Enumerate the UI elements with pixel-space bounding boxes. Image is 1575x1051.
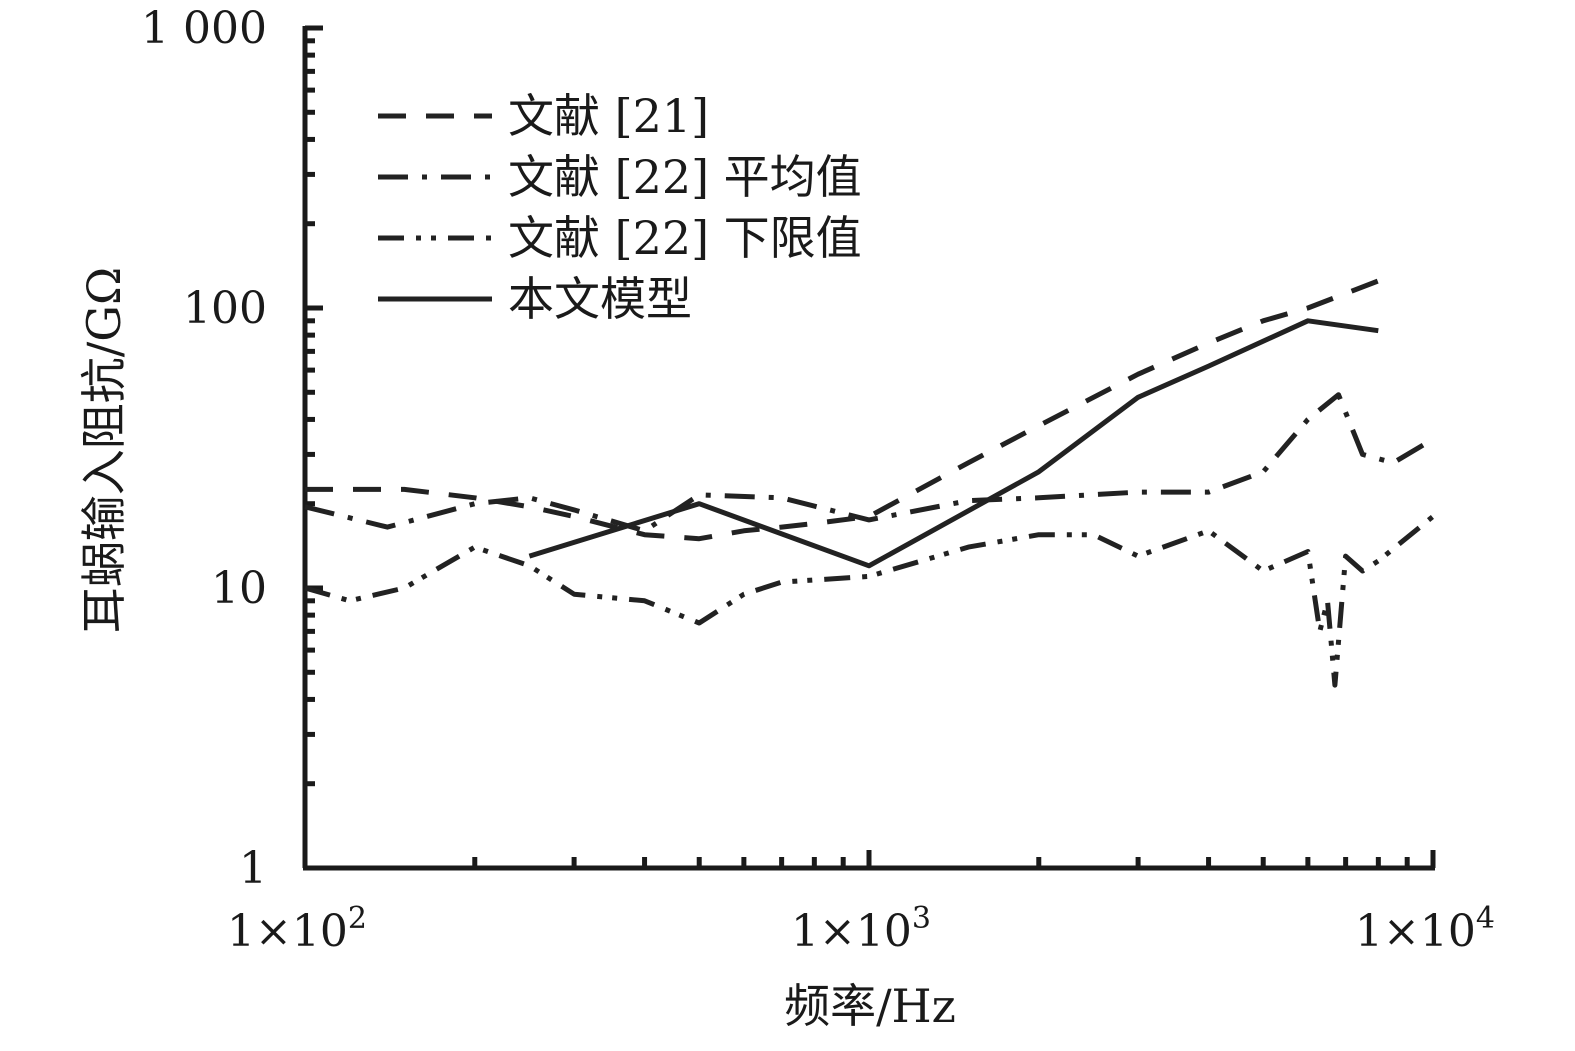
series-line-4 [528, 318, 1379, 569]
legend-label-4: 本文模型 [508, 272, 692, 326]
y-tick-label: 1 000 [141, 3, 267, 54]
x-tick-label-base: 1×10 [791, 906, 912, 957]
x-tick-label-exponent: 3 [912, 901, 931, 936]
axis-ticks [302, 25, 1436, 871]
y-tick-label: 10 [211, 563, 267, 614]
x-tick-label: 1×104 [1355, 901, 1495, 957]
legend-label-3: 文献 [22] 下限值 [508, 211, 862, 265]
series-line-1 [305, 278, 1380, 542]
x-tick-label-base: 1×10 [227, 906, 348, 957]
series-layer [304, 278, 1435, 688]
legend-label-1: 文献 [21] [508, 89, 709, 143]
x-tick-label-exponent: 2 [348, 901, 367, 936]
y-tick-label: 1 [239, 843, 267, 894]
legend-label-2: 文献 [22] 平均值 [508, 150, 862, 204]
y-tick-label: 100 [183, 283, 267, 334]
series-line-2 [304, 392, 1435, 534]
x-tick-label: 1×102 [227, 901, 367, 957]
axes [302, 26, 1435, 871]
x-axis-label: 频率/Hz [784, 979, 956, 1033]
y-axis-label: 耳蜗输入阻抗/GΩ [77, 267, 131, 633]
series-line-3 [304, 514, 1435, 688]
x-tick-label: 1×103 [791, 901, 931, 957]
x-tick-label-exponent: 4 [1476, 901, 1495, 936]
x-tick-label-base: 1×10 [1355, 906, 1476, 957]
